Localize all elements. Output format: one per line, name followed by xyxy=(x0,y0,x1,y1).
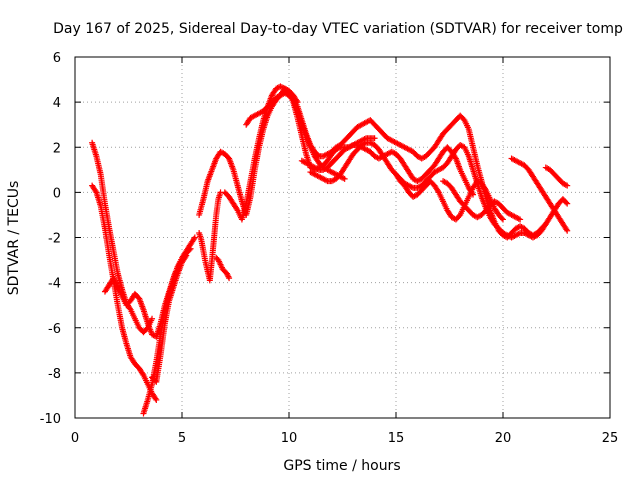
data-point-fill xyxy=(126,305,133,312)
data-point-fill xyxy=(563,226,570,233)
data-point xyxy=(371,135,378,142)
series-arc-12 xyxy=(298,141,477,198)
y-tick-label: -10 xyxy=(40,412,61,427)
data-point-fill xyxy=(190,235,197,242)
data-point-fill xyxy=(152,395,159,402)
y-tick-label: -8 xyxy=(48,367,61,382)
data-point xyxy=(542,220,549,227)
data-point-fill xyxy=(182,253,189,260)
y-axis-ticks: -10 -8 -6 -4 -2 0 2 4 6 xyxy=(40,51,610,427)
series-arc-7 xyxy=(213,254,233,282)
data-point-fill xyxy=(541,222,548,229)
x-tick-label: 20 xyxy=(495,431,512,446)
series-arc-6 xyxy=(196,189,224,284)
y-tick-label: 6 xyxy=(53,51,61,66)
data-point xyxy=(183,252,190,259)
data-point xyxy=(564,182,571,189)
data-point xyxy=(187,245,194,252)
data-point xyxy=(341,175,348,182)
data-point-fill xyxy=(498,215,505,222)
x-tick-label: 5 xyxy=(178,431,186,446)
x-axis-ticks: 0 5 10 15 20 25 xyxy=(71,57,618,446)
data-point-fill xyxy=(92,188,99,195)
y-tick-label: -6 xyxy=(48,322,61,337)
data-point-fill xyxy=(434,188,441,195)
chart-title: Day 167 of 2025, Sidereal Day-to-day VTE… xyxy=(53,21,623,37)
x-tick-label: 10 xyxy=(281,431,298,446)
y-tick-label: 4 xyxy=(53,96,61,111)
data-point xyxy=(564,227,571,234)
data-point-fill xyxy=(289,93,296,100)
data-point xyxy=(226,275,233,282)
data-point xyxy=(517,216,524,223)
x-tick-label: 0 xyxy=(71,431,79,446)
x-tick-label: 15 xyxy=(388,431,405,446)
series-arc-17 xyxy=(542,164,571,189)
y-tick-label: -2 xyxy=(48,232,61,247)
data-point-fill xyxy=(482,185,489,192)
series-arc-5 xyxy=(149,252,190,385)
y-tick-label: -4 xyxy=(48,277,61,292)
y-tick-label: 2 xyxy=(53,141,61,156)
series-arc-2 xyxy=(89,182,160,403)
y-tick-label: 0 xyxy=(53,186,61,201)
y-axis-label: SDTVAR / TECUs xyxy=(6,181,22,296)
data-point-fill xyxy=(233,206,240,213)
data-point-fill xyxy=(563,199,570,206)
data-point xyxy=(500,216,506,223)
series-arc-16 xyxy=(508,155,571,234)
x-tick-label: 25 xyxy=(602,431,619,446)
data-point-fill xyxy=(186,246,193,253)
series-arc-15 xyxy=(440,178,524,223)
data-points xyxy=(89,83,571,417)
series-arc-13 xyxy=(307,139,549,241)
data-point xyxy=(149,315,156,322)
x-axis-label: GPS time / hours xyxy=(283,458,400,474)
data-point xyxy=(191,234,198,241)
data-point xyxy=(153,396,160,403)
data-point-fill xyxy=(139,370,146,377)
data-point xyxy=(564,200,571,207)
